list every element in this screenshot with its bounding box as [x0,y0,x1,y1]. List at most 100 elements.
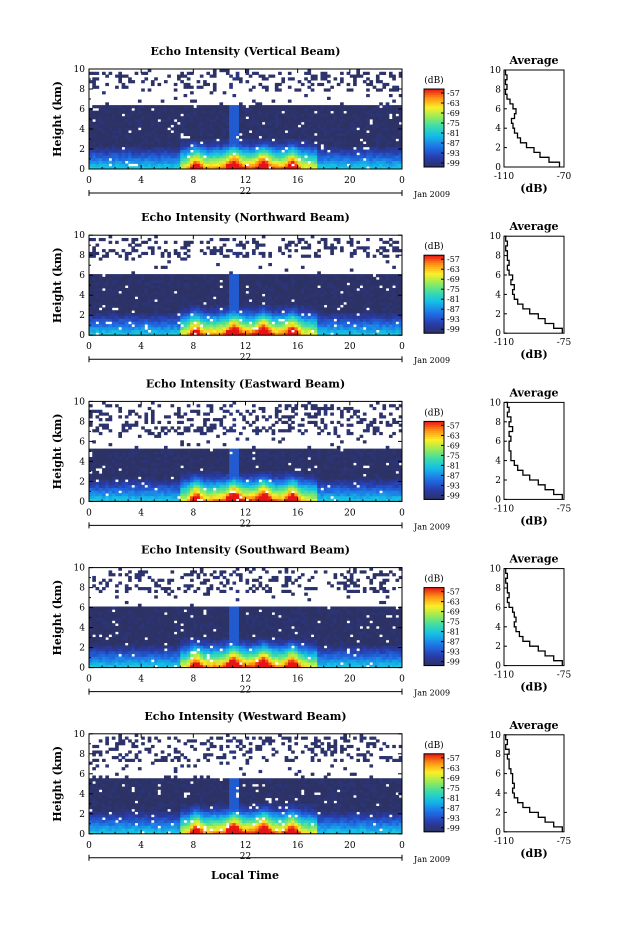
heatmap-cell [379,294,383,297]
heatmap-cell [376,288,380,291]
heatmap-cell [320,296,324,299]
heatmap-cell [285,136,289,139]
heatmap-cell [236,288,240,291]
heatmap-cell [262,313,266,316]
heatmap-cell [242,133,246,136]
heatmap-cell [177,105,181,108]
heatmap-cell [268,111,272,114]
heatmap-cell [200,152,204,155]
heatmap-cell [232,305,236,308]
heatmap-cell [105,111,109,114]
heatmap-cell [363,310,367,313]
heatmap-cell [291,307,295,310]
heatmap-cell [118,163,122,166]
heatmap-cell [236,291,240,294]
heatmap-cell [164,299,168,302]
heatmap-cell [219,136,223,139]
heatmap-cell [298,296,302,299]
heatmap-cell [125,313,129,316]
heatmap-cell [96,152,100,155]
heatmap-cell [203,321,207,324]
heatmap-cell [298,321,302,324]
heatmap-cell [376,296,380,299]
heatmap-cell [350,88,354,91]
heatmap-cell [327,80,331,83]
heatmap-cell [249,75,253,78]
heatmap-cell [386,119,390,122]
heatmap-cell [226,72,230,75]
heatmap-cell [102,249,106,252]
heatmap-cell [187,133,191,136]
heatmap-cell [307,310,311,313]
heatmap-cell [151,83,155,86]
heatmap-cell [154,111,158,114]
heatmap-cell [334,147,338,150]
heatmap-cell [122,238,126,241]
heatmap-cell [177,116,181,119]
heatmap-cell [242,291,246,294]
heatmap-cell [226,324,230,327]
heatmap-cell [379,299,383,302]
heatmap-cell [278,277,282,280]
heatmap-cell [167,147,171,150]
heatmap-cell [317,163,321,166]
heatmap-cell [193,307,197,310]
heatmap-cell [102,282,106,285]
heatmap-cell [307,133,311,136]
heatmap-cell [373,307,377,310]
heatmap-cell [337,241,341,244]
heatmap-cell [213,299,217,302]
heatmap-cell [389,277,393,280]
heatmap-cell [337,294,341,297]
heatmap-cell [350,319,354,322]
heatmap-cell [242,158,246,161]
heatmap-cell [96,463,100,466]
heatmap-cell [382,294,386,297]
heatmap-cell [330,138,334,141]
heatmap-cell [200,330,204,333]
heatmap-cell [226,302,230,305]
heatmap-cell [118,122,122,125]
heatmap-cell [125,130,129,133]
heatmap-cell [154,163,158,166]
heatmap-cell [89,493,93,496]
heatmap-cell [102,291,106,294]
heatmap-cell [92,485,96,488]
heatmap-cell [369,125,373,128]
heatmap-cell [262,127,266,130]
heatmap-cell [229,130,233,133]
heatmap-cell [187,244,191,247]
heatmap-cell [366,246,370,249]
heatmap-cell [115,282,119,285]
heatmap-cell [219,252,223,255]
heatmap-cell [144,288,148,291]
heatmap-cell [395,158,399,161]
heatmap-cell [161,141,165,144]
heatmap-cell [206,294,210,297]
heatmap-cell [148,155,152,158]
heatmap-cell [131,246,135,249]
heatmap-cell [216,136,220,139]
heatmap-cell [262,133,266,136]
heatmap-cell [138,291,142,294]
heatmap-cell [275,280,279,283]
heatmap-cell [229,152,233,155]
heatmap-cell [180,299,184,302]
heatmap-cell [151,249,155,252]
heatmap-cell [213,150,217,153]
heatmap-cell [118,288,122,291]
heatmap-cell [203,299,207,302]
heatmap-cell [232,299,236,302]
heatmap-cell [298,80,302,83]
heatmap-cell [262,282,266,285]
heatmap-cell [92,302,96,305]
heatmap-cell [252,144,256,147]
heatmap-cell [135,282,139,285]
heatmap-cell [386,327,390,330]
heatmap-cell [167,260,171,263]
heatmap-cell [92,105,96,108]
heatmap-cell [350,280,354,283]
heatmap-cell [343,105,347,108]
heatmap-cell [376,316,380,319]
heatmap-cell [92,158,96,161]
